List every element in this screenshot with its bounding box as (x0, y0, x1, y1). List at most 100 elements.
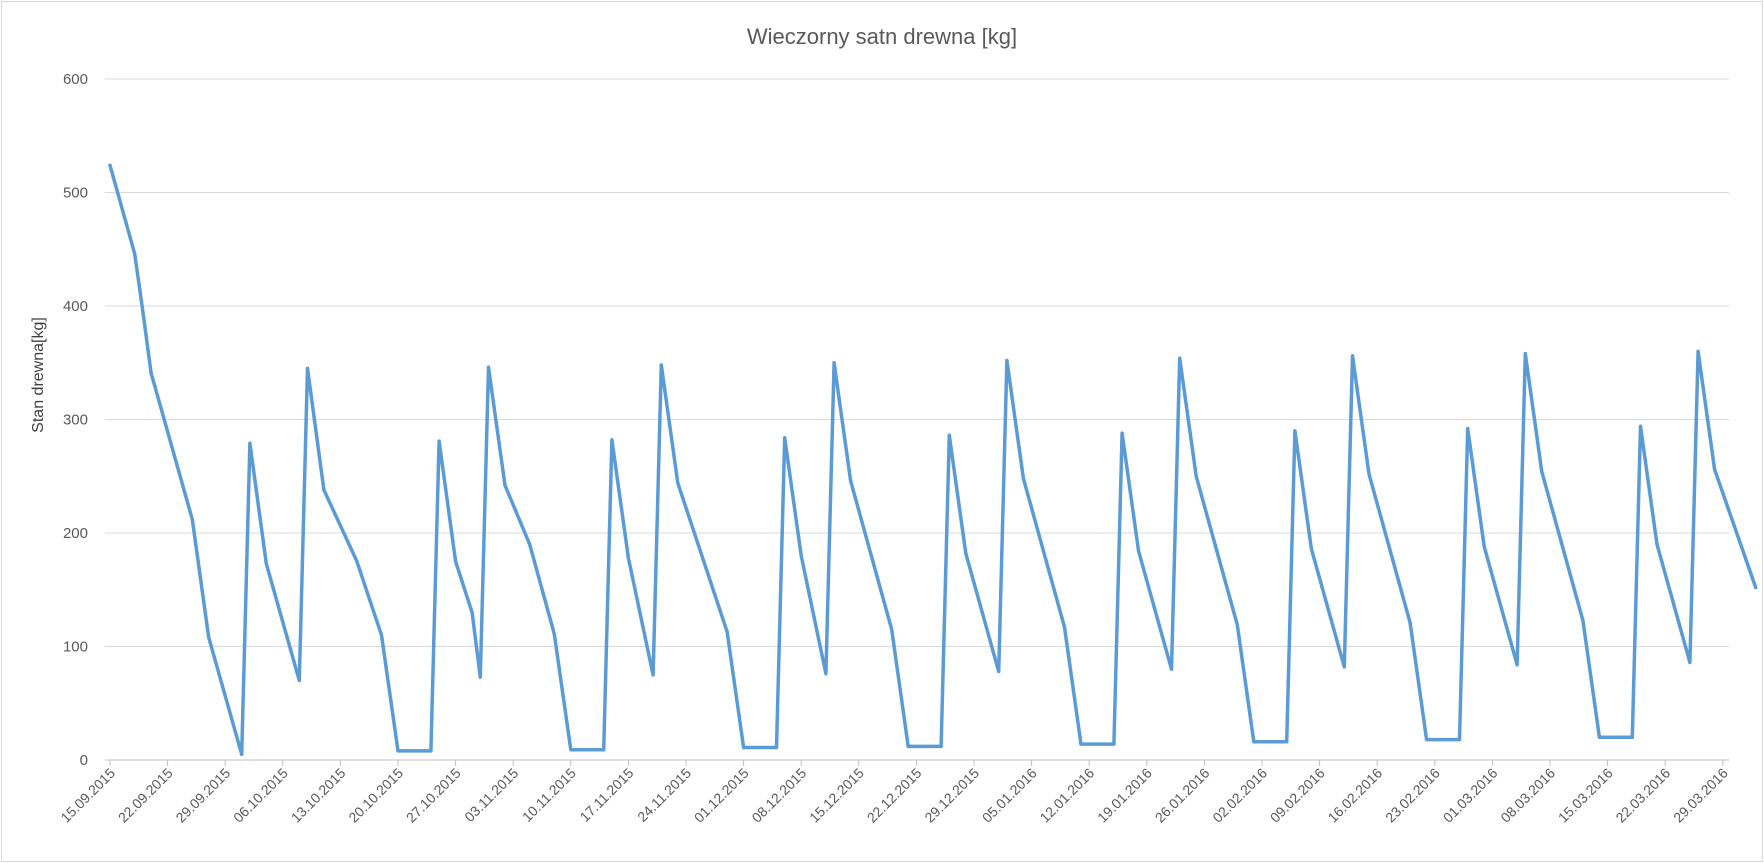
series-line (108, 163, 1758, 757)
data-point (676, 481, 680, 485)
x-tick-label: 17.11.2015 (576, 765, 636, 825)
data-point (1581, 618, 1585, 623)
data-point (190, 517, 194, 522)
data-point (437, 439, 441, 443)
x-tick-label: 19.01.2016 (1094, 765, 1155, 826)
gridlines (105, 78, 1729, 647)
data-point (1309, 547, 1313, 551)
x-tick-label: 01.12.2015 (691, 765, 752, 826)
x-tick-label: 29.12.2015 (921, 765, 982, 826)
x-tick-label: 22.12.2015 (864, 765, 925, 826)
data-point (890, 627, 894, 632)
data-point (824, 672, 828, 676)
data-point (725, 630, 729, 634)
data-point (651, 673, 655, 677)
data-point (1178, 356, 1182, 360)
data-point (1112, 742, 1116, 746)
y-tick-label: 100 (63, 639, 88, 656)
y-axis-label: Stan drewna[kg] (30, 317, 47, 433)
data-point (659, 363, 663, 367)
data-point (1252, 740, 1256, 744)
data-point (528, 542, 532, 547)
x-tick-label: 02.02.2016 (1209, 765, 1270, 826)
data-point (1285, 740, 1289, 744)
y-axis: 0 100 200 300 400 500 600 (63, 71, 88, 769)
data-point (133, 252, 137, 256)
data-point (1630, 735, 1634, 739)
x-tick-label: 08.12.2015 (748, 765, 809, 826)
data-point (569, 748, 573, 752)
x-tick-label: 16.02.2016 (1324, 765, 1385, 826)
data-point (248, 441, 252, 445)
data-point (1713, 467, 1717, 471)
y-tick-label: 300 (63, 412, 88, 429)
data-point (1342, 665, 1346, 669)
data-point (429, 749, 433, 753)
y-tick-label: 0 (80, 752, 88, 769)
data-point (1696, 349, 1700, 353)
data-point (1540, 470, 1544, 474)
data-point (1235, 623, 1239, 627)
data-point (1523, 352, 1527, 356)
x-tick-label: 13.10.2015 (288, 765, 349, 826)
y-tick-label: 500 (63, 185, 88, 202)
data-point (1638, 424, 1643, 428)
x-tick-label: 15.12.2015 (806, 765, 867, 826)
chart-title: Wieczorny satn drewna [kg] (747, 24, 1017, 49)
data-point (1754, 585, 1758, 590)
data-point (1515, 663, 1519, 667)
x-tick-label: 03.11.2015 (461, 765, 521, 825)
y-tick-label: 200 (63, 525, 88, 542)
data-point (783, 436, 787, 440)
x-tick-label: 29.03.2016 (1670, 765, 1731, 826)
series-layer (108, 163, 1758, 757)
data-point (849, 479, 853, 483)
data-point (1655, 542, 1659, 547)
x-tick-label: 22.03.2016 (1612, 765, 1673, 826)
x-tick-label: 20.10.2015 (345, 765, 406, 826)
data-point (1482, 545, 1486, 549)
data-point (322, 488, 326, 492)
data-point (1021, 476, 1025, 481)
data-point (832, 361, 836, 365)
x-tick-label: 08.03.2016 (1497, 765, 1558, 826)
data-point (1408, 621, 1412, 625)
data-point (742, 745, 746, 750)
data-point (108, 163, 112, 167)
data-point (774, 745, 779, 750)
x-tick-label: 26.01.2016 (1152, 765, 1213, 826)
data-point (1425, 738, 1429, 742)
data-point (552, 632, 556, 636)
data-point (947, 433, 951, 437)
data-point (610, 438, 614, 442)
x-tick-label: 27.10.2015 (403, 765, 464, 826)
data-point (141, 310, 145, 314)
data-point (1466, 427, 1470, 431)
data-point (997, 669, 1001, 674)
data-point (1079, 742, 1083, 746)
data-point (240, 752, 244, 756)
x-tick-label: 15.03.2016 (1555, 765, 1616, 826)
data-point (207, 635, 211, 640)
x-tick-label: 06.10.2015 (230, 765, 291, 826)
x-tick-label: 24.11.2015 (634, 765, 694, 825)
x-axis: 15.09.201522.09.201529.09.201506.10.2015… (57, 760, 1731, 826)
x-tick-label: 01.03.2016 (1440, 765, 1501, 826)
x-tick-label: 12.01.2016 (1036, 765, 1097, 826)
data-point (355, 559, 359, 564)
data-point (1597, 735, 1601, 739)
data-point (1169, 667, 1174, 671)
data-point (264, 562, 268, 566)
data-point (964, 551, 968, 556)
data-point (1120, 431, 1124, 435)
data-point (1350, 354, 1355, 358)
y-tick-label: 400 (63, 298, 88, 315)
data-point (1457, 738, 1462, 742)
data-point (297, 678, 301, 683)
data-point (149, 371, 153, 375)
data-point (1062, 625, 1067, 629)
data-point (626, 556, 631, 560)
data-point (799, 554, 803, 558)
